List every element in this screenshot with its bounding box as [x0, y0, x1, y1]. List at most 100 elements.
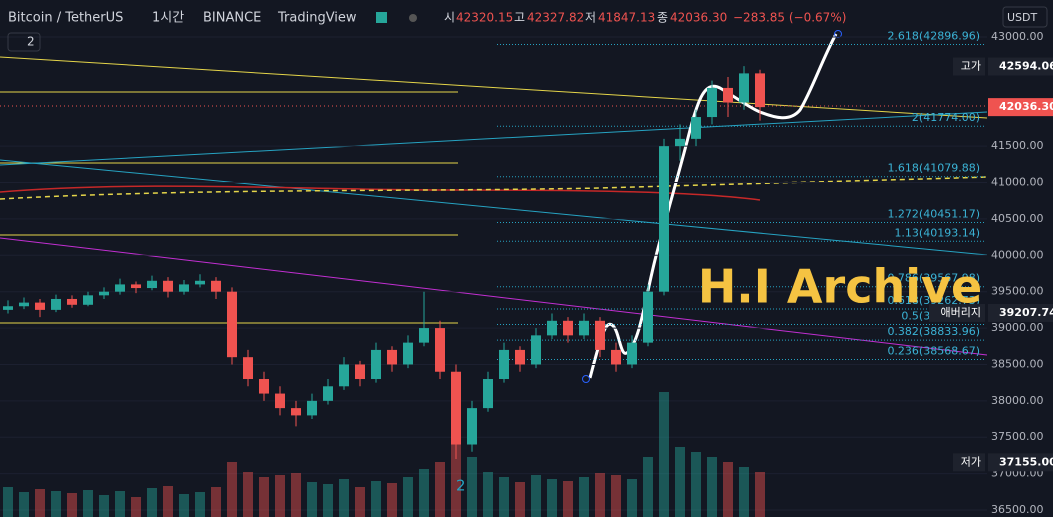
volume-bar	[643, 457, 653, 517]
candle-body	[195, 280, 205, 285]
interval: 1시간	[152, 11, 184, 26]
volume-bar	[707, 457, 717, 517]
volume-bar	[627, 479, 637, 517]
price-tag-name-box	[929, 303, 985, 322]
close-value: 42036.30	[670, 11, 727, 25]
volume-bar	[163, 486, 173, 517]
volume-bar	[307, 482, 317, 517]
candle-body	[35, 302, 45, 310]
volume-bar	[211, 487, 221, 517]
price-tag-label: 37155.00	[999, 455, 1053, 468]
price-tag-label: 39207.74	[999, 306, 1053, 319]
candle-body	[531, 335, 541, 365]
volume-bar	[403, 477, 413, 517]
candle-body	[147, 280, 157, 289]
volume-bar	[531, 475, 541, 517]
candle-body	[643, 291, 653, 343]
candle-body	[19, 302, 29, 307]
y-tick-label: 40000.00	[991, 248, 1044, 261]
candle-body	[739, 73, 749, 103]
candle-body	[83, 295, 93, 305]
trend-line	[0, 159, 988, 256]
y-tick-label: 40500.00	[991, 212, 1044, 225]
candle-body	[723, 87, 733, 103]
candle-body	[547, 320, 557, 336]
volume-bar	[547, 479, 557, 517]
symbol: Bitcoin / TetherUS	[8, 11, 123, 26]
volume-bar	[3, 487, 13, 517]
candle-body	[611, 349, 621, 365]
header: Bitcoin / TetherUS 1시간 BINANCE TradingVi…	[7, 6, 1048, 52]
volume-bar	[147, 488, 157, 517]
close-label: 종	[657, 11, 668, 25]
currency[interactable]: USDT	[1007, 11, 1038, 24]
candle-body	[707, 87, 717, 118]
candle-body	[259, 379, 269, 394]
candle-body	[595, 320, 605, 350]
volume-bar	[739, 467, 749, 517]
volume-bar	[51, 491, 61, 517]
volume-bar	[723, 462, 733, 517]
fib-label: 1.618(41079.88)	[887, 162, 980, 175]
price-tag-label: 42036.30	[999, 100, 1053, 113]
y-tick-label: 39500.00	[991, 285, 1044, 298]
candle-body	[115, 284, 125, 292]
hand-drawn-projection	[588, 33, 838, 379]
volume-bar	[243, 472, 253, 517]
y-tick-label: 36500.00	[991, 503, 1044, 516]
fib-label: 0.382(38833.96)	[887, 325, 980, 338]
fib-label: 1.13(40193.14)	[894, 226, 980, 239]
volume-bar	[387, 483, 397, 517]
volume-bar	[115, 491, 125, 517]
volume-bar	[195, 492, 205, 517]
fib-label: 2(41774.00)	[912, 111, 980, 124]
price-tag	[988, 98, 1053, 117]
price-tag-name-box	[953, 57, 985, 76]
anchor-point	[582, 375, 590, 383]
volume-bar	[595, 473, 605, 517]
volume-bar	[19, 492, 29, 517]
y-tick-label: 43000.00	[991, 30, 1044, 43]
price-tag	[988, 453, 1053, 472]
volume-bar	[451, 437, 461, 517]
price-tag-name: 저가	[961, 455, 981, 468]
volume-bar	[323, 484, 333, 517]
indicator-toggle[interactable]	[7, 32, 41, 52]
candle-body	[3, 306, 13, 310]
candle-body	[67, 298, 77, 305]
volume-bar	[291, 473, 301, 517]
candle-body	[499, 349, 509, 380]
volume-bar	[99, 495, 109, 517]
volume-bar	[659, 392, 669, 517]
price-tag	[988, 57, 1053, 76]
y-tick-label: 37500.00	[991, 430, 1044, 443]
volume-bar	[371, 481, 381, 517]
volume-bar	[483, 472, 493, 517]
change-value: −283.85 (−0.67%)	[733, 11, 846, 25]
volume-bar	[275, 475, 285, 517]
volume-bar	[563, 481, 573, 517]
candle-body	[307, 400, 317, 416]
candle-body	[131, 284, 141, 289]
candle-body	[579, 320, 589, 336]
status-icon	[376, 12, 387, 23]
candle-body	[675, 138, 685, 147]
volume-bar	[675, 447, 685, 517]
currency-select[interactable]	[1002, 6, 1048, 28]
candle-body	[515, 349, 525, 365]
volume-bar	[259, 477, 269, 517]
indicator-count[interactable]: 2	[27, 35, 35, 49]
candle-body	[403, 342, 413, 365]
volume-bar	[179, 494, 189, 517]
volume-bar	[515, 482, 525, 517]
moving-average	[0, 185, 761, 201]
fib-label: 1.272(40451.17)	[887, 207, 980, 220]
low-value: 41847.13	[598, 11, 655, 25]
candle-body	[435, 328, 445, 372]
candle-body	[371, 349, 381, 380]
candle-body	[339, 364, 349, 387]
volume-bar	[691, 452, 701, 517]
wave-label: 2	[456, 477, 466, 495]
candle-body	[483, 379, 493, 409]
